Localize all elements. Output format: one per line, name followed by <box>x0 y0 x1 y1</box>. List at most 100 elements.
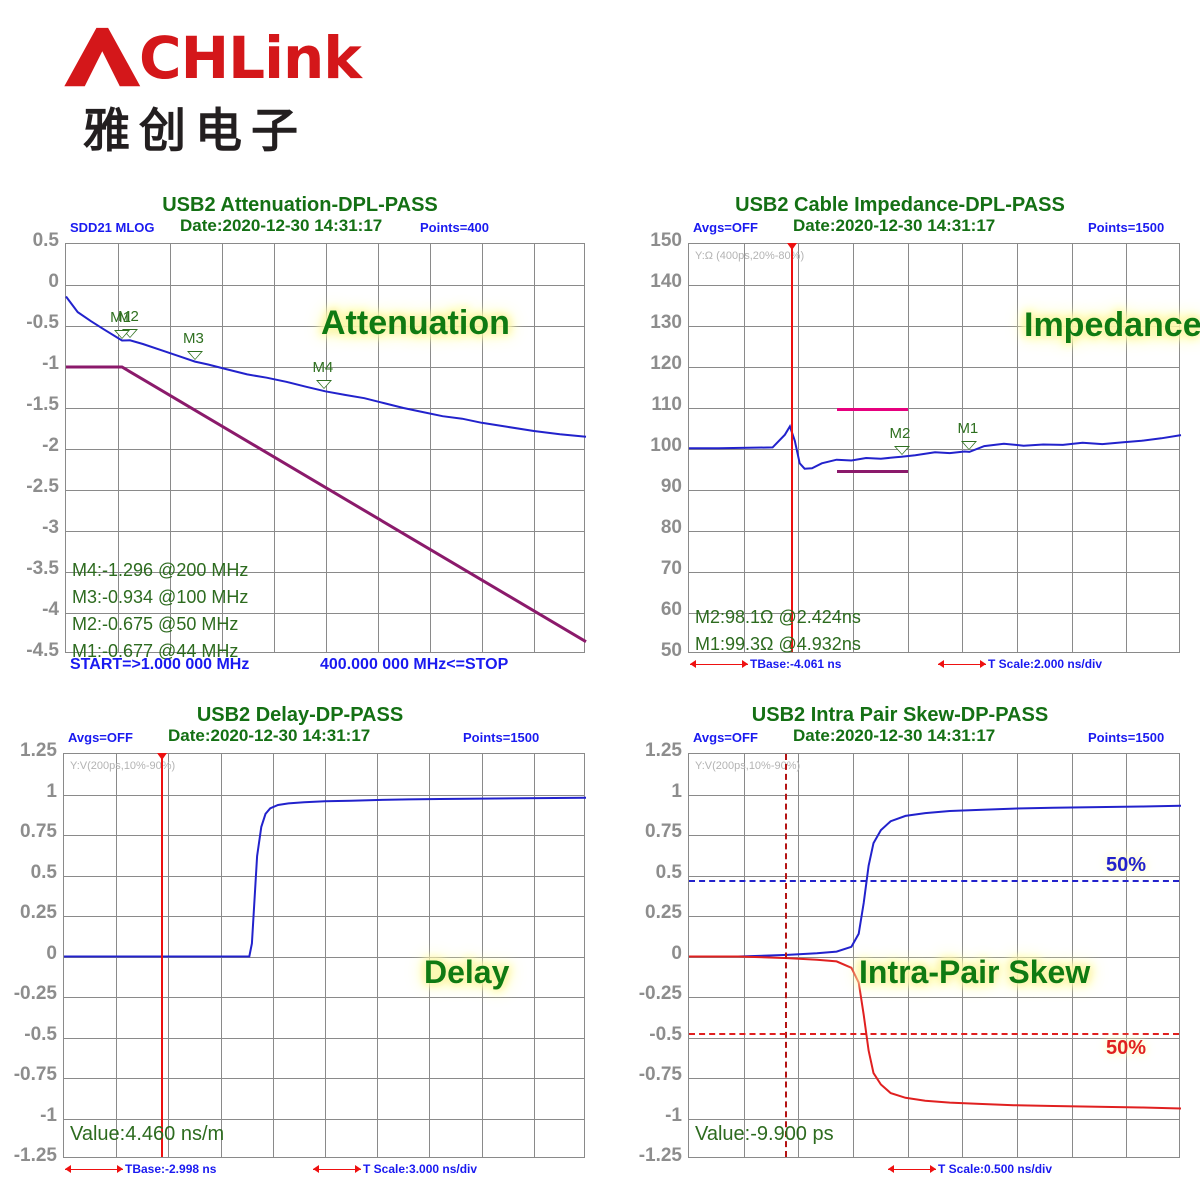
y-tick-label: 70 <box>660 558 682 579</box>
grid-vline <box>482 754 483 1157</box>
y-tick-label: -4 <box>42 599 59 620</box>
grid-vline <box>222 244 223 652</box>
y-tick-label: 1 <box>46 780 57 802</box>
y-tick-label: -0.25 <box>638 983 682 1004</box>
marker-triangle-M1 <box>114 329 131 339</box>
trace-step-response-dp <box>64 796 587 958</box>
y-tick-label: -1.25 <box>638 1145 682 1166</box>
tscale-arrow <box>938 660 986 668</box>
y-tick-label: 1.25 <box>20 740 57 761</box>
value-readout: Value:4.460 ns/m <box>70 1123 225 1145</box>
inner-axis-label: Y:Ω (400ps,20%-80%) <box>695 250 805 262</box>
grid-hline <box>689 490 1179 491</box>
grid-hline <box>689 326 1179 327</box>
trace-d-step <box>689 955 1182 1110</box>
tscale-label: T Scale:2.000 ns/div <box>988 657 1103 671</box>
y-tick-label: 130 <box>650 312 682 333</box>
marker-readout-M1: M1:99.3Ω @4.932ns <box>695 633 861 654</box>
tscale-arrow <box>888 1165 936 1173</box>
y-tick-label: -1.25 <box>13 1145 57 1166</box>
header-date-attenuation: Date:2020-12-30 14:31:17 <box>180 216 383 235</box>
cursor-line[interactable] <box>160 754 163 1157</box>
tbase-arrow <box>690 660 748 668</box>
grid-vline <box>1126 244 1127 652</box>
y-tick-label: -1.5 <box>26 394 59 415</box>
marker-readout-M1: M1:-0.677 @44 MHz <box>72 640 239 661</box>
cursor-handle[interactable] <box>787 243 798 250</box>
overlay-label-skew: Intra-Pair Skew <box>859 954 1091 990</box>
grid-hline <box>64 997 584 998</box>
grid-hline <box>689 285 1179 286</box>
y-tick-label: -0.75 <box>638 1064 682 1085</box>
header-date-delay: Date:2020-12-30 14:31:17 <box>168 726 371 745</box>
marker-triangle-M3 <box>186 350 203 360</box>
grid-vline <box>853 244 854 652</box>
grid-vline <box>274 244 275 652</box>
footer-start-freq: START=>1.000 000 MHz <box>70 656 250 673</box>
y-tick-label: 150 <box>650 230 682 251</box>
overlay-label-attenuation: Attenuation <box>321 304 510 342</box>
chart-title-skew: USB2 Intra Pair Skew-DP-PASS <box>751 704 1049 726</box>
tbase-label: TBase:-4.061 ns <box>750 657 842 671</box>
brand-chinese-name: 雅创电子 <box>83 104 307 159</box>
grid-vline <box>1126 754 1127 1157</box>
grid-hline <box>689 916 1179 917</box>
y-tick-label: -3.5 <box>26 558 59 579</box>
grid-hline <box>64 835 584 836</box>
marker-triangle-M1 <box>961 440 978 450</box>
marker-label-M1: M1 <box>957 419 979 437</box>
grid-hline <box>689 531 1179 532</box>
chart-panel-impedance: USB2 Cable Impedance-DPL-PASS Avgs=OFF Dat… <box>600 190 1200 680</box>
tscale-label: T Scale:3.000 ns/div <box>363 1162 478 1176</box>
percent-label-upper: 50% <box>1106 854 1147 877</box>
marker-label-M2: M2 <box>117 308 139 326</box>
limit-line-lower <box>836 469 908 473</box>
chart-panel-skew: USB2 Intra Pair Skew-DP-PASS Avgs=OFF Date… <box>600 700 1200 1200</box>
brand-wordmark: CHLink <box>139 24 362 92</box>
y-tick-label: 0.25 <box>20 902 57 923</box>
threshold-line-lower <box>689 1032 1179 1035</box>
grid-vline <box>170 244 171 652</box>
plot-area-delay: Y:V(200ps,10%-90%) Value:4.460 ns/m Delay <box>63 753 587 1158</box>
grid-vline <box>908 754 909 1157</box>
y-tick-label: 0 <box>46 942 57 964</box>
marker-readout-M3: M3:-0.934 @100 MHz <box>72 586 249 607</box>
header-date-skew: Date:2020-12-30 14:31:17 <box>793 726 996 745</box>
marker-readout-M2: M2:-0.675 @50 MHz <box>72 613 239 634</box>
grid-vline <box>534 754 535 1157</box>
chart-title-delay: USB2 Delay-DP-PASS <box>196 704 404 726</box>
percent-label-lower: 50% <box>1106 1036 1147 1059</box>
grid-hline <box>689 1078 1179 1079</box>
grid-hline <box>689 613 1179 614</box>
grid-hline <box>66 408 584 409</box>
grid-hline <box>689 408 1179 409</box>
grid-hline <box>64 1038 584 1039</box>
header-left-delay: Avgs=OFF <box>68 730 133 745</box>
grid-vline <box>378 244 379 652</box>
y-tick-label: -0.75 <box>13 1064 57 1085</box>
threshold-line-upper <box>689 880 1179 883</box>
cursor-handle[interactable] <box>156 753 167 760</box>
tbase-arrow <box>65 1165 123 1173</box>
grid-hline <box>64 795 584 796</box>
trace-canvas-attenuation <box>65 295 587 643</box>
header-left-skew: Avgs=OFF <box>693 730 758 745</box>
plot-area-attenuation: M4 M3 M2 M1 M4:-1.296 @200 MHz M3:-0.934 @100… <box>65 243 587 661</box>
overlay-label-delay: Delay <box>424 954 510 990</box>
grid-hline <box>689 367 1179 368</box>
footer-stop-freq: 400.000 000 MHz<=STOP <box>320 656 509 673</box>
cursor-line[interactable] <box>785 754 788 1157</box>
y-tick-label: -0.5 <box>24 1023 57 1045</box>
grid-vline <box>962 754 963 1157</box>
grid-hline <box>66 572 584 573</box>
y-tick-label: 140 <box>650 271 682 292</box>
marker-label-M3: M3 <box>182 329 204 347</box>
y-tick-label: -3 <box>42 517 59 538</box>
plot-area-skew: Y:V(200ps,10%-90%) 50% 50% Value:-9.900 ps I… <box>688 753 1182 1158</box>
grid-vline <box>1072 754 1073 1157</box>
cursor-line[interactable] <box>791 244 794 652</box>
grid-vline <box>534 244 535 652</box>
y-tick-label: -0.5 <box>26 312 59 333</box>
y-tick-label: -0.5 <box>649 1023 682 1045</box>
grid-hline <box>689 876 1179 877</box>
